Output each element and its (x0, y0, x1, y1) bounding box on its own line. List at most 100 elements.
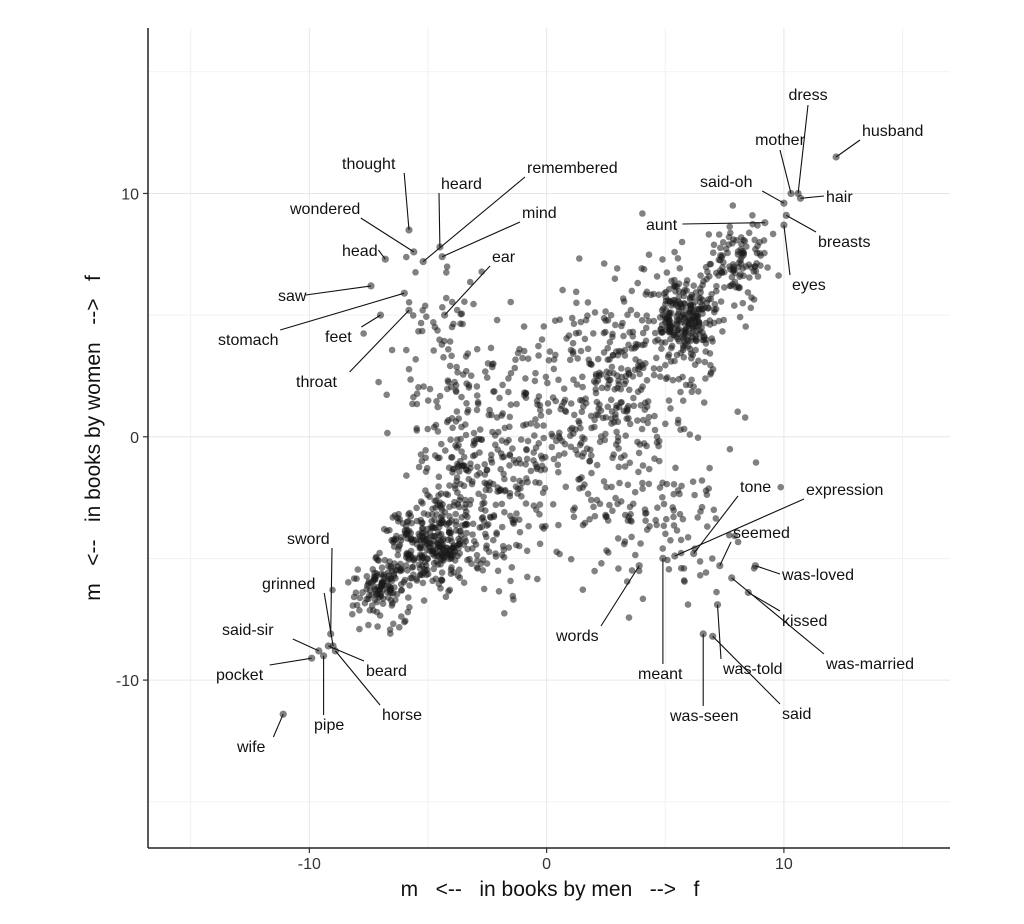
scatter-point (593, 496, 601, 504)
scatter-point (510, 596, 517, 603)
scatter-point (591, 309, 599, 316)
scatter-point (356, 594, 364, 602)
leader-line (444, 265, 491, 316)
scatter-point (598, 384, 606, 392)
scatter-point (736, 313, 744, 321)
scatter-point (722, 245, 730, 253)
scatter-point (574, 355, 581, 362)
scatter-point (570, 376, 577, 384)
scatter-point (447, 552, 455, 559)
word-label: remembered (527, 160, 618, 177)
word-label: breasts (818, 234, 870, 251)
labeled-point-sword: sword (287, 531, 335, 638)
scatter-point (643, 324, 650, 332)
scatter-point (603, 483, 610, 491)
scatter-point (535, 352, 542, 359)
scatter-point (438, 569, 446, 576)
scatter-point (651, 412, 658, 420)
scatter-point (577, 396, 584, 404)
scatter-point (620, 298, 628, 305)
scatter-point (432, 575, 440, 583)
scatter-point (550, 455, 558, 463)
scatter-point (643, 442, 650, 450)
scatter-point (741, 414, 749, 421)
scatter-point (512, 356, 519, 364)
labeled-point-marker (780, 221, 788, 229)
scatter-point (514, 349, 522, 357)
word-label: hair (826, 189, 853, 206)
scatter-point (425, 534, 433, 542)
labeled-points-layer: dress husband mother said-oh hair aunt breasts… (216, 87, 923, 756)
scatter-point (443, 263, 451, 271)
scatter-point (416, 551, 424, 559)
labeled-point-marker (441, 311, 449, 319)
scatter-point (535, 393, 543, 400)
scatter-point (577, 318, 585, 326)
scatter-point (698, 503, 706, 511)
scatter-point (579, 373, 586, 381)
y-tick-label: 10 (121, 186, 139, 203)
scatter-point (463, 400, 470, 407)
labeled-point-marker (320, 652, 328, 660)
scatter-point (625, 369, 633, 377)
scatter-point (497, 486, 504, 493)
labeled-point-marker (761, 219, 769, 227)
labeled-point-marker (780, 199, 788, 207)
scatter-point (389, 600, 396, 607)
scatter-point (634, 341, 642, 349)
scatter-point (476, 426, 484, 433)
scatter-point (591, 567, 598, 575)
word-label: heard (441, 176, 482, 193)
scatter-point (656, 484, 664, 491)
scatter-point (650, 317, 658, 325)
scatter-point (665, 351, 673, 358)
leader-line (797, 104, 809, 194)
scatter-point (703, 491, 711, 499)
labeled-point-marker (782, 211, 790, 219)
scatter-point (562, 483, 570, 491)
scatter-point (454, 369, 461, 376)
scatter-point (462, 511, 469, 519)
scatter-point (711, 308, 718, 316)
word-label: eyes (792, 277, 826, 294)
scatter-point (609, 352, 617, 359)
scatter-point (403, 346, 410, 354)
scatter-point (518, 493, 525, 500)
word-label: husband (862, 123, 923, 140)
scatter-point (658, 345, 665, 353)
scatter-point (424, 425, 432, 433)
scatter-point (707, 295, 714, 303)
scatter-point (493, 414, 501, 421)
scatter-point (452, 387, 460, 395)
scatter-point (641, 406, 649, 414)
scatter-point (650, 371, 658, 379)
scatter-point (555, 452, 563, 459)
scatter-point (646, 523, 653, 530)
scatter-point (473, 564, 481, 571)
labeled-point-husband: husband (832, 123, 923, 161)
scatter-point (479, 567, 487, 574)
scatter-point (678, 482, 685, 490)
labeled-point-eyes: eyes (780, 221, 826, 294)
scatter-point (449, 424, 456, 432)
x-tick-label: -10 (298, 856, 321, 873)
labeled-point-was-seen: was-seen (669, 630, 738, 725)
scatter-point (470, 429, 478, 437)
scatter-point (631, 488, 639, 496)
scatter-point (577, 347, 585, 355)
scatter-point (540, 323, 548, 330)
scatter-point (604, 317, 612, 324)
scatter-point (415, 384, 422, 391)
scatter-point (439, 536, 447, 544)
scatter-point (662, 530, 669, 538)
scatter-point (440, 337, 448, 345)
scatter-point (551, 317, 559, 325)
labeled-point-breasts: breasts (782, 211, 870, 251)
scatter-point (667, 405, 674, 412)
scatter-point (679, 515, 687, 523)
scatter-point (687, 294, 694, 301)
scatter-point (642, 517, 649, 524)
scatter-point (666, 298, 674, 305)
labeled-point-marker (324, 642, 332, 650)
scatter-point (628, 287, 636, 295)
